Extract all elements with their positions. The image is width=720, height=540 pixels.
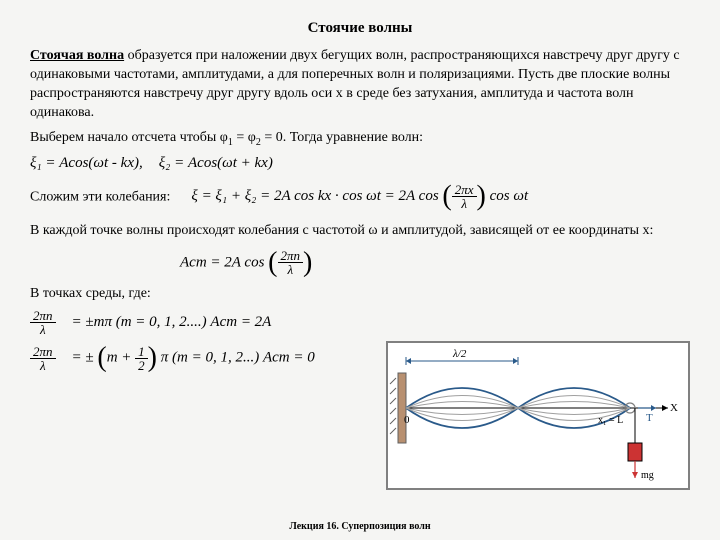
sum-equation: ξ = ξ₁ + ξ₂ = 2A cos kx · cos ωt = 2A co…: [191, 188, 528, 204]
x1-label: x₁ = L: [598, 415, 623, 426]
standing-wave-diagram: λ/2 X 0 x₁ = L T mg: [386, 341, 690, 490]
den: λ: [284, 263, 296, 276]
lambda-label: λ/2: [452, 348, 467, 360]
term: Стоячая волна: [30, 48, 124, 63]
eq-b: π (m = 0, 1, 2...) Aст = 0: [161, 350, 315, 366]
definition-paragraph: Стоячая волна образуется при наложении д…: [30, 47, 690, 123]
sum-label: Сложим эти колебания: ξ = ξ₁ + ξ₂ = 2A c…: [30, 178, 690, 216]
txt: = 0. Тогда уравнение волн:: [261, 130, 423, 145]
num: 2πx: [452, 183, 477, 197]
eq-xi1: ξ₁ = Acos(ωt - kx),: [30, 155, 143, 172]
tension-label: T: [646, 412, 653, 424]
eq-body: = ±mπ (m = 0, 1, 2....) Aст = 2A: [72, 314, 272, 331]
points-label: В точках среды, где:: [30, 285, 690, 304]
eq-inner: m +: [107, 350, 135, 366]
txt: Сложим эти колебания:: [30, 189, 170, 204]
wave-svg: λ/2 X 0 x₁ = L T mg: [388, 343, 688, 488]
eq-xi2: ξ₂ = Acos(ωt + kx): [159, 155, 273, 172]
num: 1: [135, 345, 148, 359]
eq-tail: cos ωt: [490, 188, 529, 204]
page-title: Стоячие волны: [30, 20, 690, 37]
txt: = φ: [233, 130, 256, 145]
txt: Выберем начало отсчета чтобы φ: [30, 130, 228, 145]
den: λ: [37, 359, 49, 372]
eq-pre: Aст = 2A cos: [180, 254, 264, 270]
num: 2πп: [30, 309, 56, 323]
initial-conditions: Выберем начало отсчета чтобы φ1 = φ2 = 0…: [30, 129, 690, 149]
origin-label: 0: [404, 414, 410, 426]
eq-main: ξ = ξ₁ + ξ₂ = 2A cos kx · cos ωt = 2A co…: [191, 188, 438, 204]
den: λ: [458, 197, 470, 210]
x-axis-label: X: [670, 402, 678, 414]
amplitude-formula: Aст = 2A cos (2πпλ): [180, 247, 690, 279]
mg-label: mg: [641, 470, 654, 481]
num: 2πп: [278, 249, 304, 263]
den: λ: [37, 323, 49, 336]
eq-a: = ±: [72, 350, 94, 366]
amplitude-desc: В каждой точке волны происходят колебани…: [30, 222, 690, 241]
den: 2: [135, 359, 148, 372]
wave-equations: ξ₁ = Acos(ωt - kx), ξ₂ = Acos(ωt + kx): [30, 155, 690, 172]
num: 2πп: [30, 345, 56, 359]
page-footer: Лекция 16. Суперпозиция волн: [0, 521, 720, 532]
antinode-condition: 2πпλ = ±mπ (m = 0, 1, 2....) Aст = 2A: [30, 309, 690, 336]
